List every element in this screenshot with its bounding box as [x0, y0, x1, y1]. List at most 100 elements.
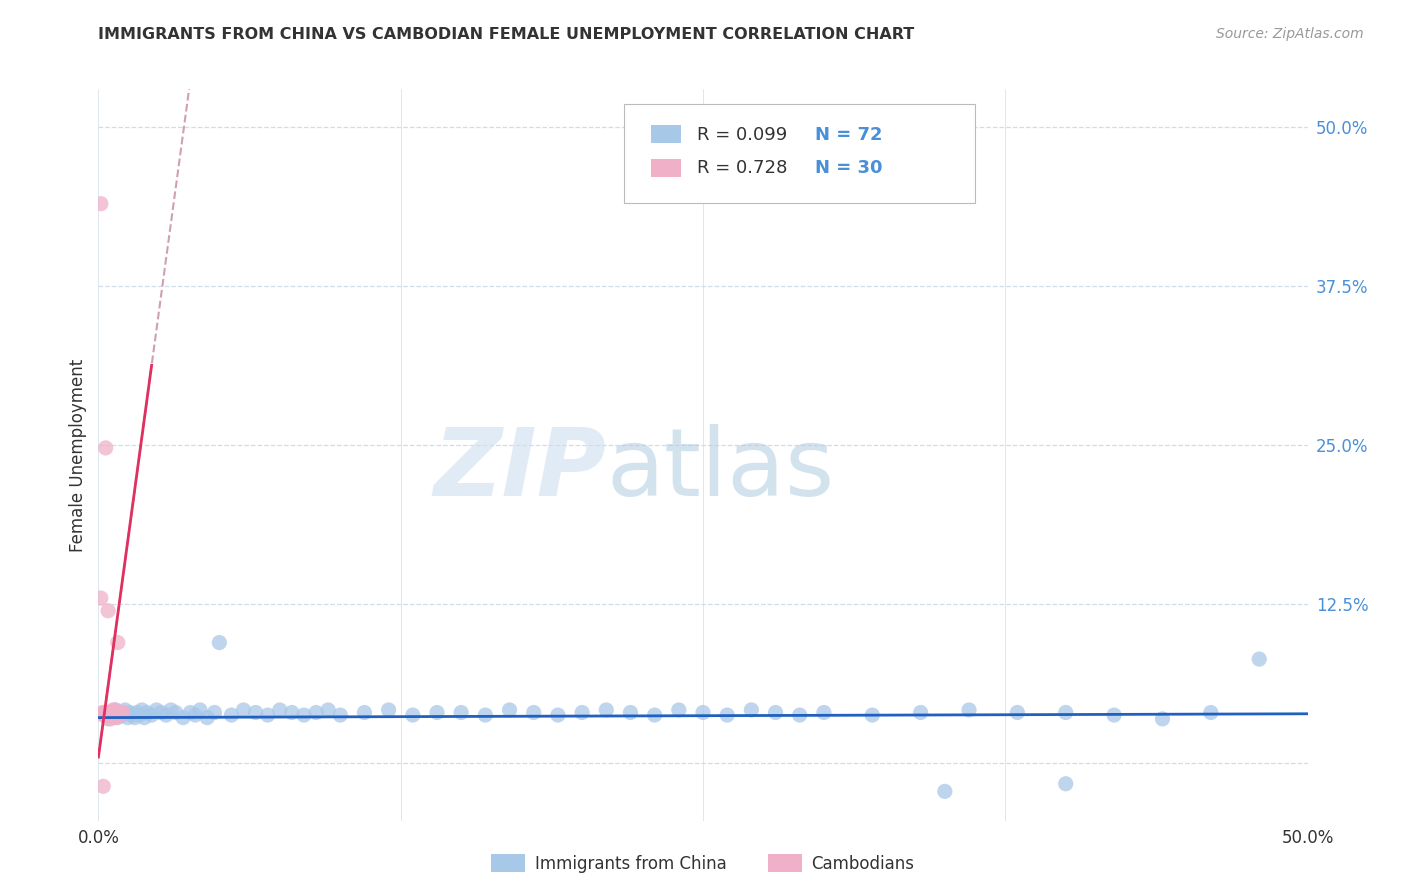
Point — [128, 708, 150, 723]
Point — [208, 635, 231, 649]
Point — [1054, 777, 1077, 791]
Point — [789, 708, 811, 723]
Point — [150, 706, 173, 720]
Point — [232, 703, 254, 717]
Point — [90, 196, 112, 211]
Point — [108, 706, 131, 720]
Point — [1199, 706, 1222, 720]
Point — [957, 703, 980, 717]
Point — [90, 591, 112, 605]
Point — [910, 706, 932, 720]
Point — [108, 708, 131, 723]
Point — [124, 710, 146, 724]
Point — [94, 706, 117, 720]
Point — [644, 708, 666, 723]
Point — [281, 706, 304, 720]
Text: ZIP: ZIP — [433, 424, 606, 516]
Point — [121, 708, 143, 723]
Point — [100, 708, 122, 723]
FancyBboxPatch shape — [651, 125, 682, 144]
Point — [571, 706, 593, 720]
Point — [498, 703, 520, 717]
Point — [94, 441, 117, 455]
Point — [97, 604, 120, 618]
Point — [131, 703, 153, 717]
Point — [107, 635, 129, 649]
Point — [316, 703, 339, 717]
Point — [179, 706, 201, 720]
Y-axis label: Female Unemployment: Female Unemployment — [69, 359, 87, 551]
Point — [172, 710, 194, 724]
Point — [100, 706, 122, 720]
Point — [91, 779, 114, 793]
Text: atlas: atlas — [606, 424, 835, 516]
Point — [1054, 706, 1077, 720]
Point — [860, 708, 883, 723]
Point — [269, 703, 291, 717]
Point — [111, 706, 134, 720]
Text: Source: ZipAtlas.com: Source: ZipAtlas.com — [1216, 27, 1364, 41]
Point — [353, 706, 375, 720]
Point — [305, 706, 328, 720]
Legend: Immigrants from China, Cambodians: Immigrants from China, Cambodians — [485, 847, 921, 880]
Point — [245, 706, 267, 720]
Point — [145, 703, 167, 717]
Text: IMMIGRANTS FROM CHINA VS CAMBODIAN FEMALE UNEMPLOYMENT CORRELATION CHART: IMMIGRANTS FROM CHINA VS CAMBODIAN FEMAL… — [98, 27, 915, 42]
Point — [165, 706, 187, 720]
Point — [97, 708, 120, 723]
Text: R = 0.099: R = 0.099 — [697, 126, 787, 144]
Point — [97, 706, 120, 720]
Point — [934, 784, 956, 798]
Point — [547, 708, 569, 723]
Point — [256, 708, 278, 723]
Point — [1249, 652, 1271, 666]
Point — [668, 703, 690, 717]
Point — [118, 706, 141, 720]
Point — [329, 708, 352, 723]
Point — [619, 706, 641, 720]
Point — [134, 710, 156, 724]
Point — [100, 712, 122, 726]
Point — [1007, 706, 1029, 720]
Point — [101, 708, 124, 723]
Point — [104, 703, 127, 717]
Point — [94, 708, 117, 723]
Point — [716, 708, 738, 723]
Text: N = 72: N = 72 — [815, 126, 883, 144]
Point — [107, 710, 129, 724]
Point — [595, 703, 617, 717]
Point — [1152, 712, 1174, 726]
FancyBboxPatch shape — [651, 159, 682, 177]
Point — [426, 706, 449, 720]
Point — [155, 708, 177, 723]
Point — [104, 703, 127, 717]
Point — [111, 706, 134, 720]
Point — [765, 706, 787, 720]
Text: R = 0.728: R = 0.728 — [697, 159, 787, 178]
Point — [111, 708, 134, 723]
Point — [114, 703, 136, 717]
Point — [221, 708, 243, 723]
Point — [292, 708, 315, 723]
Point — [101, 708, 124, 723]
Point — [104, 706, 127, 720]
Point — [450, 706, 472, 720]
Point — [188, 703, 211, 717]
Point — [740, 703, 762, 717]
FancyBboxPatch shape — [624, 103, 976, 202]
Point — [91, 706, 114, 720]
Point — [160, 703, 183, 717]
Point — [1102, 708, 1125, 723]
Point — [91, 706, 114, 720]
Point — [377, 703, 399, 717]
Point — [94, 708, 117, 723]
Point — [107, 708, 129, 723]
Point — [195, 710, 218, 724]
Point — [97, 712, 120, 726]
Point — [104, 710, 127, 724]
Point — [107, 706, 129, 720]
Point — [523, 706, 546, 720]
Point — [141, 708, 163, 723]
Point — [101, 708, 124, 723]
Point — [108, 708, 131, 723]
